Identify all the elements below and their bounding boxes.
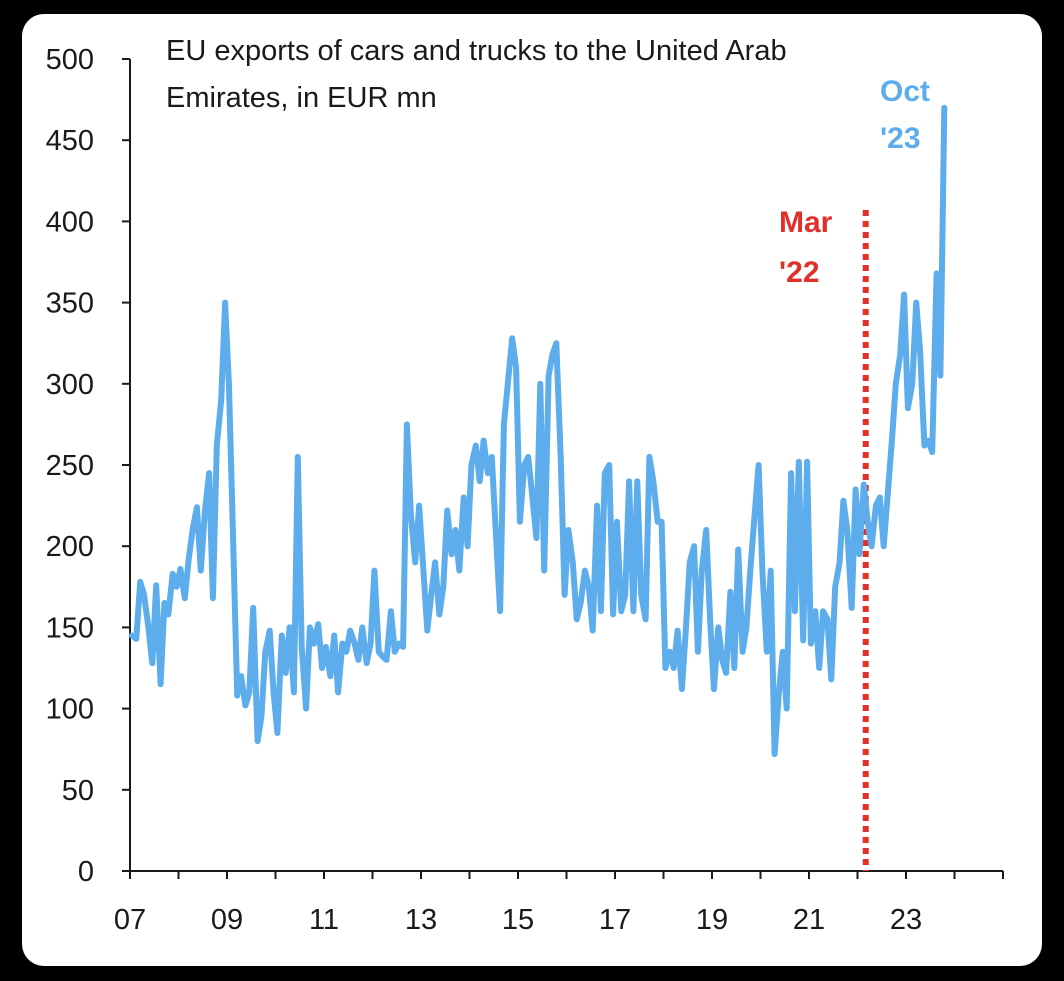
x-tick-label: 17 bbox=[599, 904, 631, 936]
annotation-oct-23-line: Oct bbox=[880, 75, 930, 108]
x-tick-label: 19 bbox=[696, 904, 728, 936]
series-group bbox=[128, 104, 948, 758]
x-tick-label: 09 bbox=[211, 904, 243, 936]
annotations: Mar '22 Oct '23 bbox=[779, 75, 930, 289]
chart-title-line: EU exports of cars and trucks to the Uni… bbox=[166, 35, 787, 67]
x-tick-label: 15 bbox=[502, 904, 534, 936]
y-tick-label: 450 bbox=[46, 125, 94, 157]
chart-title: EU exports of cars and trucks to the Uni… bbox=[166, 35, 787, 114]
x-tick-label: 07 bbox=[114, 904, 146, 936]
y-tick-label: 100 bbox=[46, 694, 94, 726]
series-line bbox=[128, 104, 948, 758]
y-tick-label: 0 bbox=[78, 856, 94, 888]
y-tick-label: 400 bbox=[46, 206, 94, 238]
x-tick-label: 23 bbox=[890, 904, 922, 936]
y-tick-label: 250 bbox=[46, 450, 94, 482]
x-axis: 07 09 11 13 15 17 19 21 23 bbox=[114, 870, 1004, 936]
y-tick-label: 300 bbox=[46, 369, 94, 401]
y-axis: 0 50 100 150 200 250 300 350 400 450 500 bbox=[46, 44, 131, 888]
y-tick-label: 50 bbox=[62, 775, 94, 807]
y-tick-label: 200 bbox=[46, 531, 94, 563]
annotation-oct-23-line: '23 bbox=[880, 122, 921, 155]
annotation-mar-22-line: '22 bbox=[779, 256, 820, 289]
y-tick-label: 150 bbox=[46, 612, 94, 644]
x-tick-label: 13 bbox=[405, 904, 437, 936]
chart-title-line: Emirates, in EUR mn bbox=[166, 82, 437, 114]
y-tick-label: 500 bbox=[46, 44, 94, 76]
x-tick-label: 21 bbox=[793, 904, 825, 936]
x-tick-label: 11 bbox=[309, 904, 339, 936]
y-tick-label: 350 bbox=[46, 288, 94, 320]
annotation-mar-22-line: Mar bbox=[779, 206, 833, 239]
